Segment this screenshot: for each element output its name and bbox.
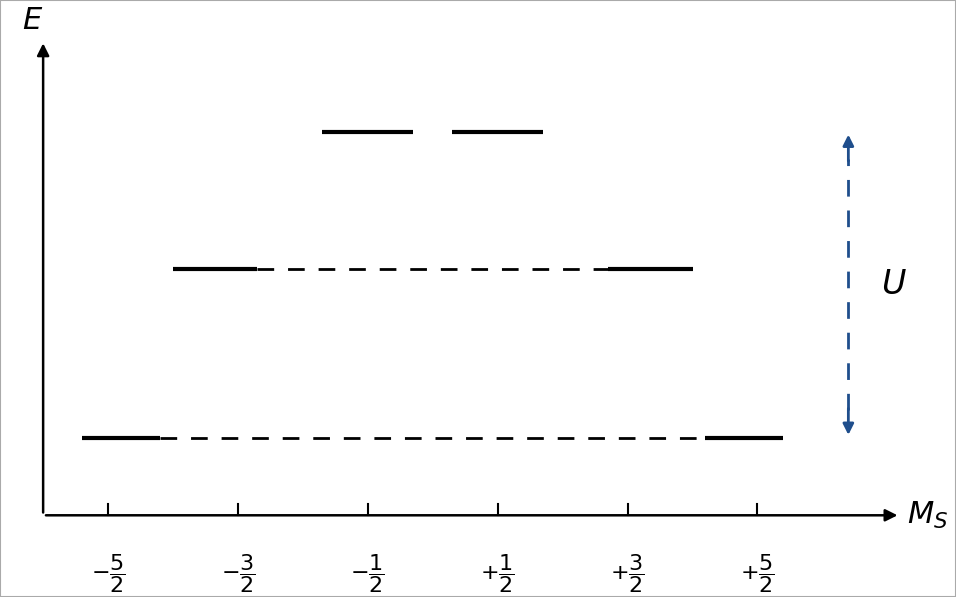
Text: $+\dfrac{3}{2}$: $+\dfrac{3}{2}$ (610, 552, 645, 595)
Text: $+\dfrac{5}{2}$: $+\dfrac{5}{2}$ (740, 552, 775, 595)
Text: $-\dfrac{5}{2}$: $-\dfrac{5}{2}$ (91, 552, 125, 595)
Text: $U$: $U$ (880, 269, 906, 301)
Text: $M_S$: $M_S$ (907, 500, 948, 531)
Text: $+\dfrac{1}{2}$: $+\dfrac{1}{2}$ (480, 552, 515, 595)
Text: $-\dfrac{1}{2}$: $-\dfrac{1}{2}$ (351, 552, 385, 595)
Text: $-\dfrac{3}{2}$: $-\dfrac{3}{2}$ (221, 552, 255, 595)
Text: $E$: $E$ (22, 5, 43, 36)
